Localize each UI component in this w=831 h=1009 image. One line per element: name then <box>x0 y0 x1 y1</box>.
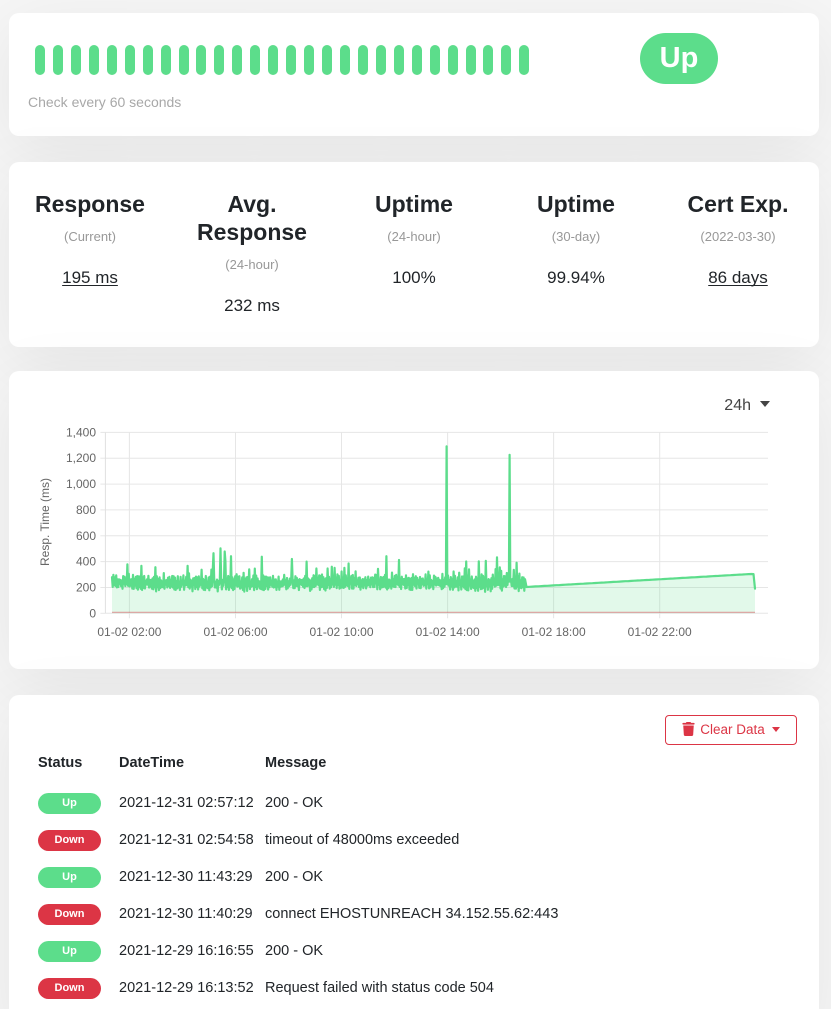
svg-text:Resp. Time (ms): Resp. Time (ms) <box>38 478 52 566</box>
svg-text:200: 200 <box>76 581 96 595</box>
svg-text:01-02 14:00: 01-02 14:00 <box>416 625 480 639</box>
svg-text:0: 0 <box>89 606 96 620</box>
svg-text:01-02 22:00: 01-02 22:00 <box>628 625 692 639</box>
svg-text:01-02 10:00: 01-02 10:00 <box>309 625 373 639</box>
svg-text:01-02 02:00: 01-02 02:00 <box>97 625 161 639</box>
svg-text:600: 600 <box>76 529 96 543</box>
svg-text:800: 800 <box>76 503 96 517</box>
svg-text:400: 400 <box>76 555 96 569</box>
svg-text:01-02 06:00: 01-02 06:00 <box>203 625 267 639</box>
svg-text:1,200: 1,200 <box>66 451 96 465</box>
svg-text:1,000: 1,000 <box>66 477 96 491</box>
svg-text:01-02 18:00: 01-02 18:00 <box>522 625 586 639</box>
svg-text:1,400: 1,400 <box>66 425 96 439</box>
